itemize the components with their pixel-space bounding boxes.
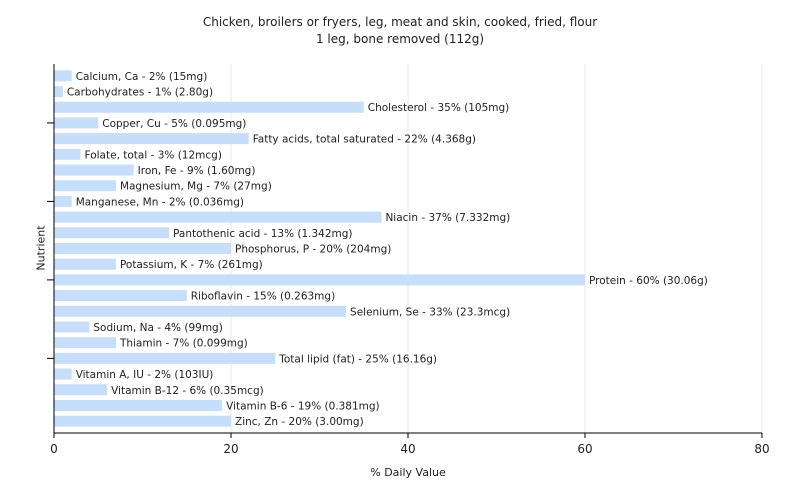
bar — [54, 352, 276, 364]
bar-label: Vitamin A, IU - 2% (103IU) — [76, 369, 214, 381]
bar — [54, 384, 108, 396]
chart-subtitle: 1 leg, bone removed (112g) — [315, 32, 485, 46]
bar — [54, 86, 63, 98]
bar — [54, 399, 223, 411]
x-tick-label: 20 — [223, 442, 238, 456]
bar-label: Vitamin B-6 - 19% (0.381mg) — [226, 400, 380, 412]
bar-label: Zinc, Zn - 20% (3.00mg) — [235, 416, 364, 428]
bar — [54, 180, 116, 192]
chart-title: Chicken, broilers or fryers, leg, meat a… — [202, 15, 598, 29]
bar-label: Niacin - 37% (7.332mg) — [385, 212, 510, 224]
chart-title-block: Chicken, broilers or fryers, leg, meat a… — [0, 14, 800, 48]
bar — [54, 195, 72, 207]
bar — [54, 258, 116, 270]
bar-label: Thiamin - 7% (0.099mg) — [119, 338, 248, 350]
bar — [54, 290, 187, 302]
bar — [54, 305, 347, 317]
bar-label: Iron, Fe - 9% (1.60mg) — [138, 165, 256, 177]
bar-label: Protein - 60% (30.06g) — [589, 275, 708, 287]
x-axis-label: % Daily Value — [370, 466, 446, 479]
bar-label: Magnesium, Mg - 7% (27mg) — [120, 181, 272, 193]
bar-label: Pantothenic acid - 13% (1.342mg) — [173, 228, 352, 240]
bar — [54, 368, 72, 380]
x-tick-label: 0 — [50, 442, 58, 456]
x-tick-label: 40 — [400, 442, 415, 456]
bar-label: Copper, Cu - 5% (0.095mg) — [102, 118, 246, 130]
bar — [54, 243, 231, 254]
bar-label: Selenium, Se - 33% (23.3mcg) — [350, 306, 510, 318]
bar-label: Potassium, K - 7% (261mg) — [120, 259, 263, 271]
bar — [54, 70, 72, 82]
bar-label: Fatty acids, total saturated - 22% (4.36… — [253, 134, 476, 146]
bar-label: Folate, total - 3% (12mcg) — [85, 149, 222, 161]
bar — [54, 211, 382, 223]
bar — [54, 337, 116, 349]
bar-label: Phosphorus, P - 20% (204mg) — [235, 244, 391, 256]
bar — [54, 164, 134, 176]
bar-label: Manganese, Mn - 2% (0.036mg) — [76, 196, 244, 208]
bar — [54, 274, 585, 286]
bar-label: Cholesterol - 35% (105mg) — [368, 102, 510, 114]
bar-label: Riboflavin - 15% (0.263mg) — [191, 291, 335, 303]
bar — [54, 101, 364, 113]
bar — [54, 148, 81, 160]
bar-label: Sodium, Na - 4% (99mg) — [93, 322, 222, 334]
bar — [54, 117, 99, 129]
bar — [54, 227, 170, 239]
x-tick-label: 80 — [754, 442, 769, 456]
bar-label: Carbohydrates - 1% (2.80g) — [67, 87, 213, 99]
bar-label: Total lipid (fat) - 25% (16.16g) — [278, 353, 437, 365]
y-axis-label: Nutrient — [34, 225, 48, 271]
bar-label: Vitamin B-12 - 6% (0.35mcg) — [111, 385, 264, 397]
bar — [54, 133, 249, 145]
bar-label: Calcium, Ca - 2% (15mg) — [76, 71, 208, 83]
bar — [54, 321, 90, 333]
bar — [54, 415, 231, 427]
x-tick-label: 60 — [577, 442, 592, 456]
